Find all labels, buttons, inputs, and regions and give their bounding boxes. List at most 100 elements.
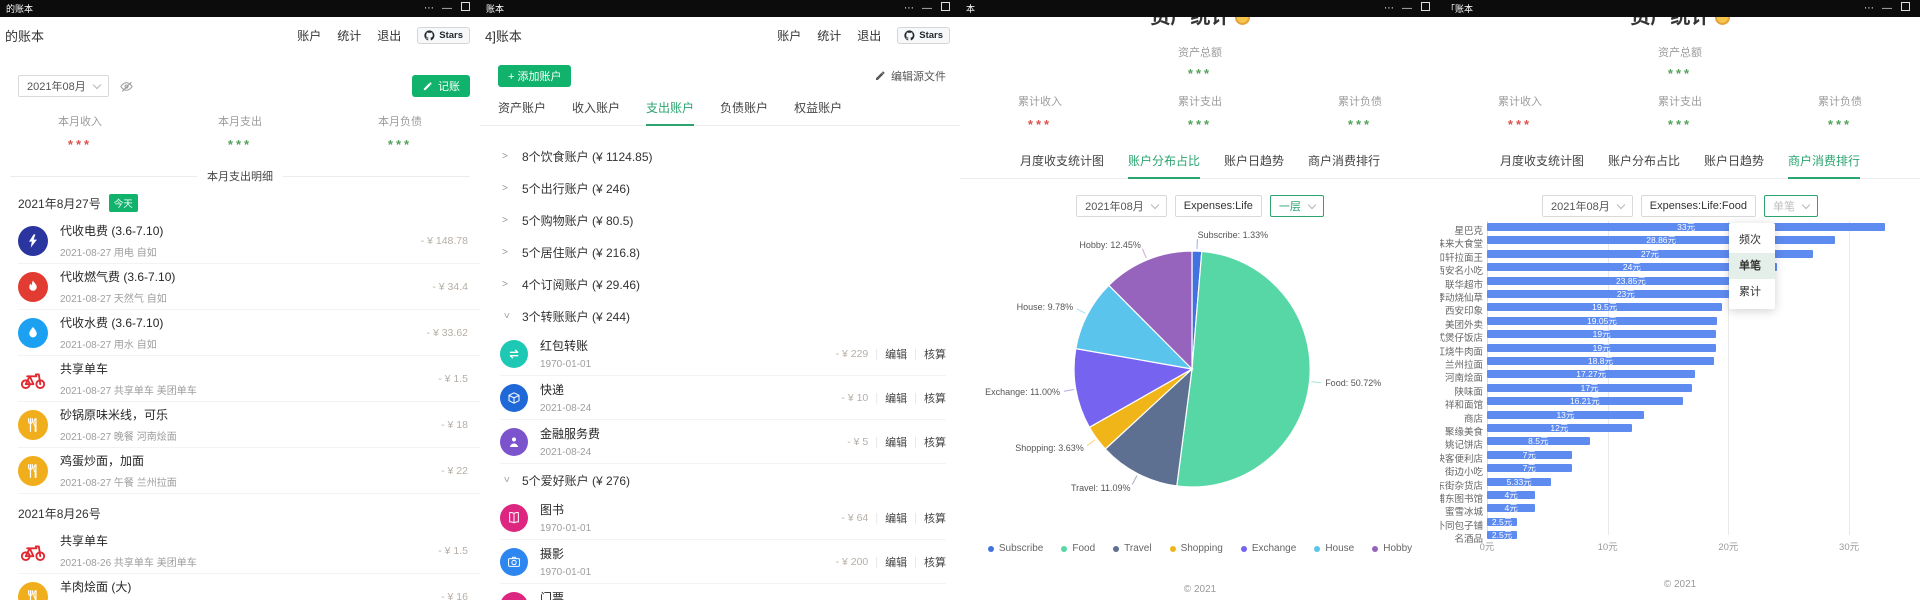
account-group-header[interactable]: >5个出行账户 (¥ 246) — [480, 172, 960, 204]
chart-bar[interactable]: 23元 — [1487, 290, 1765, 298]
chart-bar[interactable]: 5.33元 — [1487, 477, 1552, 486]
chart-bar[interactable]: 19元 — [1487, 330, 1717, 338]
pie-slice-food[interactable] — [1176, 250, 1311, 488]
edit-account-link[interactable]: 编辑 — [885, 512, 908, 525]
github-stars-button[interactable]: Stars — [417, 26, 470, 44]
minimize-button[interactable]: — — [1402, 3, 1412, 14]
minimize-button[interactable]: — — [442, 3, 452, 14]
account-row[interactable]: 图书 1970-01-01 - ¥ 64 | 编辑 | 核算 — [500, 496, 946, 540]
chart-bar[interactable]: 27元 — [1487, 250, 1813, 258]
add-account-button[interactable]: + 添加账户 — [498, 65, 572, 87]
legend-item-travel[interactable]: Travel — [1113, 543, 1152, 554]
chart-bar[interactable]: 19.05元 — [1487, 317, 1717, 325]
audit-account-link[interactable]: 核算 — [924, 556, 946, 569]
pie-slice-travel[interactable] — [1104, 367, 1193, 487]
mode-option-selected[interactable]: 单笔 — [1729, 253, 1775, 279]
nav-logout[interactable]: 退出 — [857, 28, 882, 43]
account-group-header[interactable]: >5个爱好账户 (¥ 276) — [480, 464, 960, 496]
tab-merchant-ranking[interactable]: 商户消费排行 — [1308, 154, 1381, 168]
mode-select[interactable]: 单笔 — [1763, 195, 1818, 217]
audit-account-link[interactable]: 核算 — [924, 512, 946, 525]
legend-item-subscribe[interactable]: Subscribe — [987, 543, 1043, 554]
nav-stats[interactable]: 统计 — [817, 28, 842, 43]
audit-account-link[interactable]: 核算 — [924, 348, 946, 361]
account-filter-input[interactable]: Expenses:Life — [1174, 195, 1262, 217]
github-stars-button[interactable]: Stars — [897, 26, 950, 44]
chart-bar[interactable]: 17元 — [1487, 384, 1693, 392]
tab-expense-accounts[interactable]: 支出账户 — [646, 99, 695, 126]
chart-bar[interactable]: 28.86元 — [1487, 236, 1836, 245]
transaction-row[interactable]: 代收水费 (3.6-7.10) 2021-08-27 用水 自如 - ¥ 33.… — [18, 310, 480, 356]
chart-bar[interactable]: 18.8元 — [1487, 357, 1714, 365]
chart-bar[interactable]: 19.5元 — [1487, 303, 1723, 312]
tab-income-accounts[interactable]: 收入账户 — [572, 101, 621, 115]
chart-bar[interactable]: 2.5元 — [1487, 531, 1518, 539]
transaction-row[interactable]: 羊肉烩面 (大) 2021-08-26 晚餐 河南烩面 - ¥ 16 — [18, 574, 480, 600]
account-distribution-pie-chart[interactable]: Subscribe: 1.33% Food: 50.72% Travel: 11.0… — [960, 221, 1440, 517]
pie-slice-exchange[interactable] — [1073, 347, 1194, 429]
eye-off-icon[interactable] — [119, 79, 134, 94]
account-row[interactable]: 金融服务费 2021-08-24 - ¥ 5 | 编辑 | 核算 — [500, 420, 946, 464]
chart-bar[interactable]: 2.5元 — [1487, 518, 1518, 526]
account-group-header[interactable]: >3个转账账户 (¥ 244) — [480, 300, 960, 332]
account-group-header[interactable]: >4个订阅账户 (¥ 29.46) — [480, 268, 960, 300]
chart-bar[interactable]: 24元 — [1487, 263, 1777, 271]
legend-item-hobby[interactable]: Hobby — [1372, 543, 1412, 554]
account-row[interactable]: 门票 1970-01-01 编辑| 核算 — [500, 584, 946, 600]
month-select[interactable]: 2021年08月 — [18, 75, 109, 97]
maximize-button[interactable] — [456, 0, 474, 17]
account-group-header[interactable]: >5个居住账户 (¥ 216.8) — [480, 236, 960, 268]
tab-account-daily-trend[interactable]: 账户日趋势 — [1704, 154, 1765, 168]
edit-account-link[interactable]: 编辑 — [885, 392, 908, 405]
tab-monthly-income-expense[interactable]: 月度收支统计图 — [1019, 154, 1104, 168]
window-menu-icon[interactable]: ⋯ — [1864, 3, 1874, 14]
edit-account-link[interactable]: 编辑 — [885, 556, 908, 569]
chart-bar[interactable]: 23.85元 — [1487, 276, 1775, 285]
account-group-header[interactable]: >8个饮食账户 (¥ 1124.85) — [480, 140, 960, 172]
chart-bar[interactable]: 12元 — [1487, 424, 1632, 432]
tab-liability-accounts[interactable]: 负债账户 — [720, 101, 769, 115]
tab-merchant-ranking[interactable]: 商户消费排行 — [1788, 152, 1861, 179]
pie-slice-house[interactable] — [1075, 284, 1194, 370]
audit-account-link[interactable]: 核算 — [924, 436, 946, 449]
account-filter-input[interactable]: Expenses:Life:Food — [1640, 195, 1756, 217]
chart-bar[interactable]: 4元 — [1487, 504, 1536, 513]
legend-item-exchange[interactable]: Exchange — [1240, 543, 1296, 554]
transaction-row[interactable]: 鸡蛋炒面，加面 2021-08-27 午餐 兰州拉面 - ¥ 22 — [18, 448, 480, 494]
tab-asset-accounts[interactable]: 资产账户 — [498, 101, 547, 115]
transaction-row[interactable]: 砂锅原味米线，可乐 2021-08-27 晚餐 河南烩面 - ¥ 18 — [18, 402, 480, 448]
record-transaction-button[interactable]: 记账 — [412, 75, 470, 97]
audit-account-link[interactable]: 核算 — [924, 392, 946, 405]
window-menu-icon[interactable]: ⋯ — [904, 3, 914, 14]
account-group-header[interactable]: >5个购物账户 (¥ 80.5) — [480, 204, 960, 236]
nav-accounts[interactable]: 账户 — [297, 28, 322, 43]
tab-equity-accounts[interactable]: 权益账户 — [794, 101, 843, 115]
legend-item-house[interactable]: House — [1314, 543, 1354, 554]
chart-bar[interactable]: 19元 — [1487, 343, 1717, 352]
maximize-button[interactable] — [1896, 0, 1914, 17]
nav-stats[interactable]: 统计 — [337, 28, 362, 43]
transaction-row[interactable]: 共享单车 2021-08-27 共享单车 美团单车 - ¥ 1.5 — [18, 356, 480, 402]
level-select[interactable]: 一层 — [1269, 195, 1324, 217]
mode-option-item[interactable]: 累计 — [1739, 286, 1761, 298]
maximize-button[interactable] — [1416, 0, 1434, 17]
tab-monthly-income-expense[interactable]: 月度收支统计图 — [1499, 154, 1584, 168]
edit-account-link[interactable]: 编辑 — [885, 436, 908, 449]
window-menu-icon[interactable]: ⋯ — [1384, 3, 1394, 14]
edit-account-link[interactable]: 编辑 — [885, 348, 908, 361]
tab-account-distribution[interactable]: 账户分布占比 — [1607, 154, 1680, 168]
month-select[interactable]: 2021年08月 — [1076, 195, 1167, 217]
chart-bar[interactable]: 17.27元 — [1487, 370, 1696, 379]
tab-account-daily-trend[interactable]: 账户日趋势 — [1224, 154, 1285, 168]
chart-bar[interactable]: 7元 — [1487, 464, 1572, 472]
pie-slice-hobby[interactable] — [1107, 250, 1193, 371]
minimize-button[interactable]: — — [922, 3, 932, 14]
legend-item-shopping[interactable]: Shopping — [1169, 543, 1223, 554]
transaction-row[interactable]: 代收电费 (3.6-7.10) 2021-08-27 用电 自如 - ¥ 148… — [18, 218, 480, 264]
maximize-button[interactable] — [936, 0, 954, 17]
chart-bar[interactable]: 7元 — [1487, 451, 1572, 459]
nav-logout[interactable]: 退出 — [377, 28, 402, 43]
chart-bar[interactable]: 4元 — [1487, 491, 1536, 499]
chart-bar[interactable]: 16.21元 — [1487, 397, 1683, 405]
transaction-row[interactable]: 代收燃气费 (3.6-7.10) 2021-08-27 天然气 自如 - ¥ 3… — [18, 264, 480, 310]
